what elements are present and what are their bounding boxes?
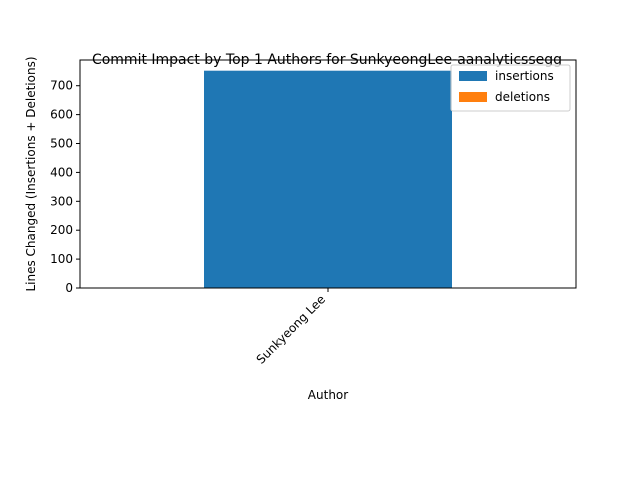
y-tick-label: 500	[50, 137, 73, 151]
y-axis: 0 100 200 300 400 500 600 700	[50, 79, 80, 295]
x-axis-label: Author	[308, 388, 348, 402]
legend-swatch-deletions	[459, 92, 487, 102]
y-tick-label: 300	[50, 194, 73, 208]
y-tick-label: 100	[50, 252, 73, 266]
y-tick-label: 0	[65, 281, 73, 295]
legend-label-insertions: insertions	[495, 69, 554, 83]
y-tick-label: 600	[50, 108, 73, 122]
legend: insertions deletions	[450, 64, 571, 112]
legend-swatch-insertions	[459, 71, 487, 81]
legend-label-deletions: deletions	[495, 90, 550, 104]
y-tick-label: 200	[50, 223, 73, 237]
y-tick-label: 700	[50, 79, 73, 93]
y-tick-label: 400	[50, 165, 73, 179]
y-axis-label: Lines Changed (Insertions + Deletions)	[24, 56, 38, 291]
bar-insertions-0	[204, 70, 452, 288]
bars	[204, 70, 452, 288]
